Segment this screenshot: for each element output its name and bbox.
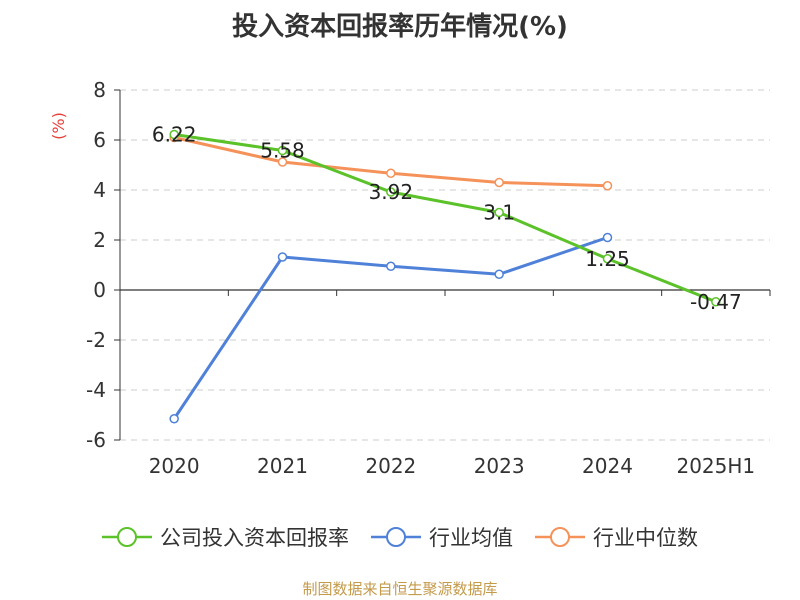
legend-item: 行业中位数 bbox=[535, 522, 698, 552]
series-line bbox=[173, 133, 717, 304]
legend-item: 公司投入资本回报率 bbox=[102, 522, 349, 552]
x-tick-label: 2024 bbox=[582, 454, 633, 478]
data-point bbox=[602, 232, 613, 243]
x-tick-label: 2023 bbox=[474, 454, 525, 478]
data-label: 6.22 bbox=[152, 123, 197, 147]
legend-swatch bbox=[535, 527, 585, 547]
data-point bbox=[386, 261, 396, 271]
data-point bbox=[277, 252, 288, 262]
data-label: 5.58 bbox=[260, 139, 305, 163]
legend-swatch bbox=[102, 527, 152, 547]
legend-label: 行业中位数 bbox=[593, 526, 698, 550]
legend-label: 行业均值 bbox=[429, 526, 513, 550]
legend-item: 行业均值 bbox=[371, 522, 513, 552]
data-label: 3.1 bbox=[483, 201, 515, 225]
x-tick-label: 2025H1 bbox=[676, 454, 755, 478]
data-point bbox=[602, 254, 613, 264]
data-point bbox=[386, 187, 396, 197]
data-point bbox=[386, 168, 396, 178]
legend-swatch-marker bbox=[117, 527, 137, 547]
data-labels: 6.22 5.58 3.92 3.1 1.25 -0.47 bbox=[152, 123, 742, 314]
grid-lines bbox=[120, 89, 770, 441]
legend-label: 公司投入资本回报率 bbox=[160, 526, 349, 550]
y-axis-unit-label: (%) bbox=[49, 112, 68, 140]
y-tick-label: -6 bbox=[86, 428, 106, 452]
chart-title: 投入资本回报率历年情况(%) bbox=[232, 12, 568, 42]
x-tick-label: 2021 bbox=[257, 454, 308, 478]
legend-swatch-marker bbox=[386, 527, 406, 547]
axes: 8 6 4 2 0 -2 -4 -6 2020 2021 2022 2023 2024 2025H1 bbox=[86, 78, 771, 478]
y-tick-label: -4 bbox=[86, 378, 106, 402]
y-tick-label: 2 bbox=[93, 228, 106, 252]
legend-swatch-marker bbox=[550, 527, 570, 547]
y-tick-label: -2 bbox=[86, 328, 106, 352]
y-tick-label: 4 bbox=[93, 178, 106, 202]
y-tick-label: 6 bbox=[93, 128, 106, 152]
series-layer bbox=[169, 129, 721, 424]
x-tick-label: 2022 bbox=[365, 454, 416, 478]
data-point bbox=[602, 181, 613, 191]
source-note: 制图数据来自恒生聚源数据库 bbox=[302, 580, 498, 598]
data-point bbox=[711, 297, 721, 307]
legend: 公司投入资本回报率 行业均值 行业中位数 bbox=[0, 522, 800, 552]
data-point bbox=[277, 157, 288, 167]
data-label: 1.25 bbox=[585, 247, 630, 271]
legend-swatch bbox=[371, 527, 421, 547]
x-tick-label: 2020 bbox=[149, 454, 200, 478]
y-tick-label: 8 bbox=[93, 78, 106, 102]
data-point bbox=[494, 269, 504, 279]
data-point bbox=[494, 177, 504, 188]
data-point bbox=[494, 207, 504, 218]
data-point bbox=[169, 129, 179, 140]
data-label: -0.47 bbox=[690, 290, 742, 314]
data-point bbox=[169, 414, 179, 424]
data-label: 3.92 bbox=[369, 180, 414, 204]
data-point bbox=[277, 145, 288, 156]
y-tick-label: 0 bbox=[93, 278, 106, 302]
